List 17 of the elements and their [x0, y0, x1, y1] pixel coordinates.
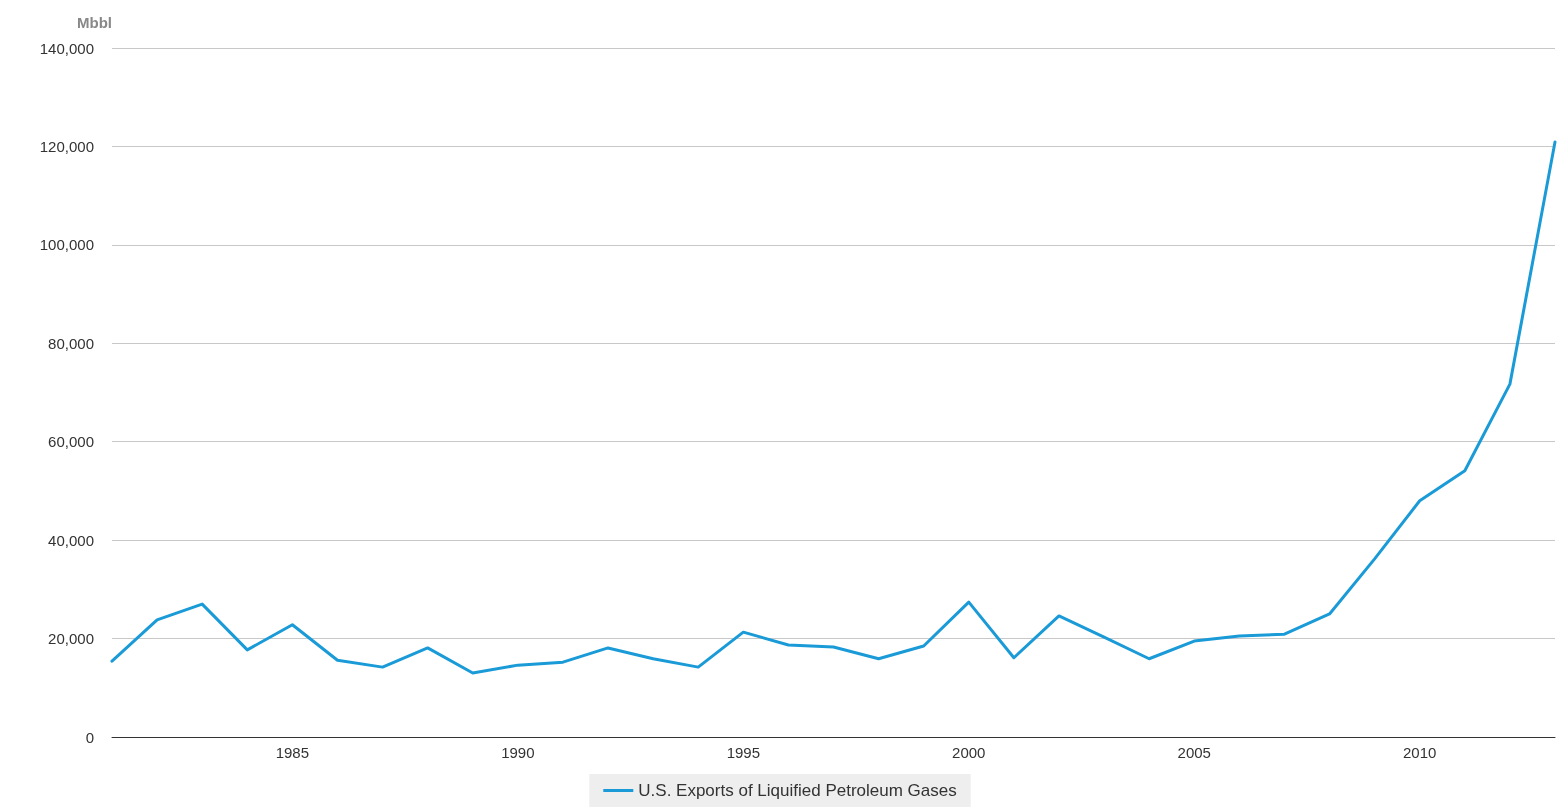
- legend-label: U.S. Exports of Liquified Petroleum Gases: [638, 781, 957, 800]
- y-tick-label: 120,000: [39, 137, 94, 155]
- y-tick-label: 0: [85, 728, 94, 746]
- x-tick-label: 2010: [1403, 744, 1437, 761]
- y-tick-label: 60,000: [48, 433, 94, 451]
- x-tick-label: 1995: [726, 744, 760, 761]
- x-tick-label: 2000: [952, 744, 986, 761]
- y-tick-label: 20,000: [48, 630, 94, 648]
- y-tick-label: 40,000: [48, 531, 94, 549]
- x-tick-label: 1985: [275, 744, 310, 761]
- y-tick-label: 80,000: [48, 334, 94, 352]
- line-series: [110, 140, 1557, 675]
- y-tick-label: 100,000: [39, 236, 94, 254]
- x-tick-label: 1990: [501, 744, 535, 761]
- y-axis-title: Mbbl: [77, 14, 112, 31]
- x-tick-label: 2005: [1177, 744, 1211, 761]
- y-tick-label: 140,000: [39, 39, 94, 57]
